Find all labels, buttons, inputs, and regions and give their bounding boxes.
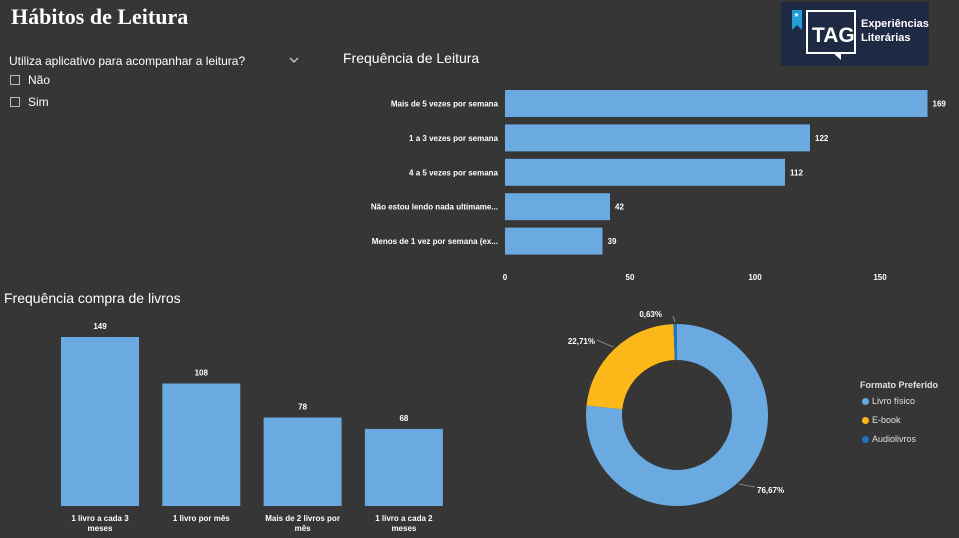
category-label: meses: [391, 524, 416, 533]
data-label: 112: [790, 168, 803, 177]
donut-slice: [586, 324, 768, 506]
bar: [505, 90, 928, 117]
legend-item-livro[interactable]: Livro físico: [862, 396, 915, 406]
logo-mark-text: TAG: [812, 24, 855, 47]
data-label: 42: [615, 203, 624, 212]
donut-slice: [673, 324, 677, 361]
bookmark-icon: [792, 10, 802, 30]
x-tick-label: 150: [873, 273, 887, 282]
checkbox-nao[interactable]: [10, 75, 20, 85]
data-label: 149: [93, 322, 107, 331]
reading-frequency-title: Frequência de Leitura: [343, 50, 480, 66]
bar: [364, 428, 443, 506]
category-label: 1 a 3 vezes por semana: [409, 134, 498, 143]
slicer-label: Utiliza aplicativo para acompanhar a lei…: [9, 54, 246, 68]
checkbox-sim[interactable]: [10, 97, 20, 107]
bar: [162, 383, 241, 506]
legend-item-ebook[interactable]: E-book: [862, 415, 901, 425]
leader-line: [672, 315, 676, 323]
chevron-down-icon[interactable]: [287, 53, 301, 67]
category-label: Mais de 2 livros por: [265, 514, 340, 523]
bar: [61, 337, 139, 506]
category-label: 1 livro a cada 3: [71, 514, 129, 523]
bar: [505, 158, 785, 186]
data-label: 0,63%: [639, 310, 662, 319]
logo-line1: Experiências: [861, 18, 929, 30]
reading-frequency-chart: Mais de 5 vezes por semana 169 1 a 3 vezes…: [371, 90, 947, 282]
data-label: 78: [298, 403, 307, 412]
x-tick-label: 100: [748, 273, 762, 282]
bar: [505, 193, 610, 221]
category-label: 1 livro por mês: [173, 514, 230, 523]
category-label: Mais de 5 vezes por semana: [391, 100, 499, 109]
leader-line: [596, 339, 614, 348]
tag-logo: * TAG Experiências Literárias: [781, 2, 929, 66]
data-label: 108: [195, 369, 209, 378]
x-tick-label: 0: [503, 273, 508, 282]
legend-dot-ebook: [862, 416, 869, 424]
data-label: 39: [608, 237, 617, 246]
data-label: 169: [933, 100, 947, 109]
bar: [505, 227, 603, 255]
slicer-option-nao[interactable]: Não: [10, 73, 50, 87]
tag-logo-mark: * TAG: [792, 10, 856, 60]
donut-slice: [586, 324, 675, 410]
data-label: 76,67%: [757, 486, 784, 495]
page-title: Hábitos de Leitura: [11, 4, 189, 29]
legend-label: Audiolivros: [872, 434, 917, 444]
category-label: meses: [88, 524, 113, 533]
x-tick-label: 50: [626, 273, 635, 282]
legend-item-audio[interactable]: Audiolivros: [862, 434, 916, 444]
logo-line2: Literárias: [861, 32, 911, 44]
bar: [263, 417, 342, 506]
legend-label: Livro físico: [872, 396, 916, 406]
category-label: 1 livro a cada 2: [375, 514, 433, 523]
legend-dot-audio: [862, 435, 869, 443]
legend-label: E-book: [872, 415, 901, 425]
speech-tail: [833, 53, 841, 60]
star-icon: *: [795, 12, 799, 23]
purchase-frequency-title: Frequência compra de livros: [4, 290, 181, 306]
format-donut-chart: 76,67% 22,71% 0,63%: [568, 310, 784, 506]
data-label: 22,71%: [568, 337, 595, 346]
slicer-option-sim[interactable]: Sim: [10, 95, 49, 109]
legend-dot-livro: [862, 397, 869, 405]
leader-line: [739, 483, 756, 488]
logo-frame: [806, 10, 856, 54]
category-label: mês: [295, 524, 312, 533]
legend-title: Formato Preferido: [860, 380, 939, 390]
slicer-option-label: Não: [28, 73, 51, 87]
bar: [505, 124, 810, 152]
slicer-option-label: Sim: [28, 95, 49, 109]
category-label: Menos de 1 vez por semana (ex...: [372, 237, 498, 246]
data-label: 68: [399, 414, 408, 423]
category-label: Não estou lendo nada ultimame...: [371, 203, 498, 212]
category-label: 4 a 5 vezes por semana: [409, 168, 498, 177]
data-label: 122: [815, 134, 829, 143]
